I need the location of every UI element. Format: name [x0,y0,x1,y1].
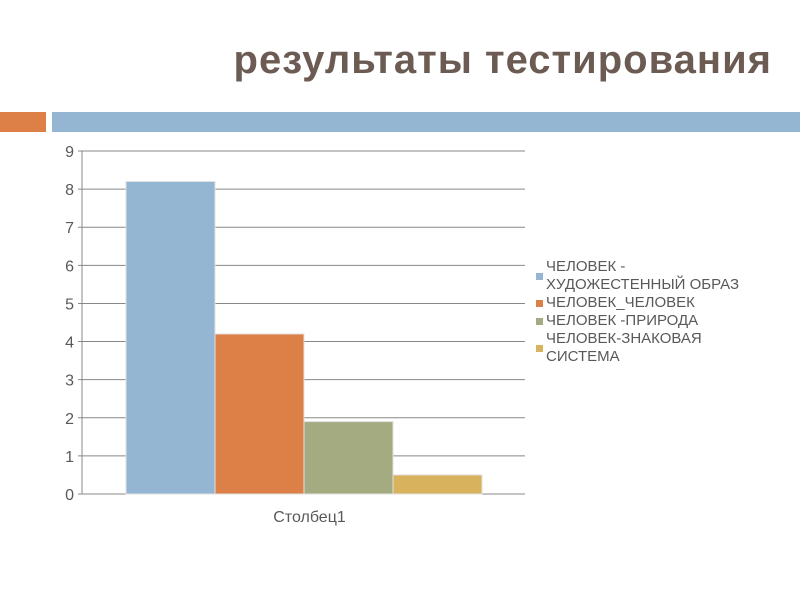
x-category-label: Столбец1 [273,509,346,526]
y-tick-label: 4 [65,335,74,352]
bar [125,180,216,495]
y-tick-label: 2 [65,411,74,428]
legend-marker [536,317,543,325]
bar [392,474,483,495]
decor-orange-bar [0,112,46,132]
legend-label: ЧЕЛОВЕК -ПРИРОДА [546,312,699,329]
bar [303,421,394,495]
legend-marker [536,272,543,280]
legend-item: ЧЕЛОВЕК -ПРИРОДА [536,312,776,330]
legend-item: ЧЕЛОВЕК-ЗНАКОВАЯ СИСТЕМА [536,330,776,366]
y-tick-label: 5 [65,296,74,313]
legend-label: ЧЕЛОВЕК - ХУДОЖЕСТЕННЫЙ ОБРАЗ [546,258,740,293]
legend-marker [536,299,543,307]
bar [214,333,305,495]
legend-item: ЧЕЛОВЕК_ЧЕЛОВЕК [536,294,776,312]
legend-marker [536,344,543,352]
y-tick-label: 7 [65,220,74,237]
legend-label: ЧЕЛОВЕК_ЧЕЛОВЕК [546,294,695,311]
y-tick-label: 0 [65,487,74,504]
page-title: результаты тестирования [233,38,772,82]
decor-blue-bar [52,112,800,132]
y-tick-label: 3 [65,373,74,390]
y-tick-label: 8 [65,182,74,199]
legend: ЧЕЛОВЕК - ХУДОЖЕСТЕННЫЙ ОБРАЗ ЧЕЛОВЕК_ЧЕЛ… [536,258,776,366]
legend-item: ЧЕЛОВЕК - ХУДОЖЕСТЕННЫЙ ОБРАЗ [536,258,776,294]
y-tick-label: 6 [65,258,74,275]
y-tick-label: 1 [65,449,74,466]
legend-label: ЧЕЛОВЕК-ЗНАКОВАЯ СИСТЕМА [546,330,702,365]
y-tick-label: 9 [65,144,74,161]
